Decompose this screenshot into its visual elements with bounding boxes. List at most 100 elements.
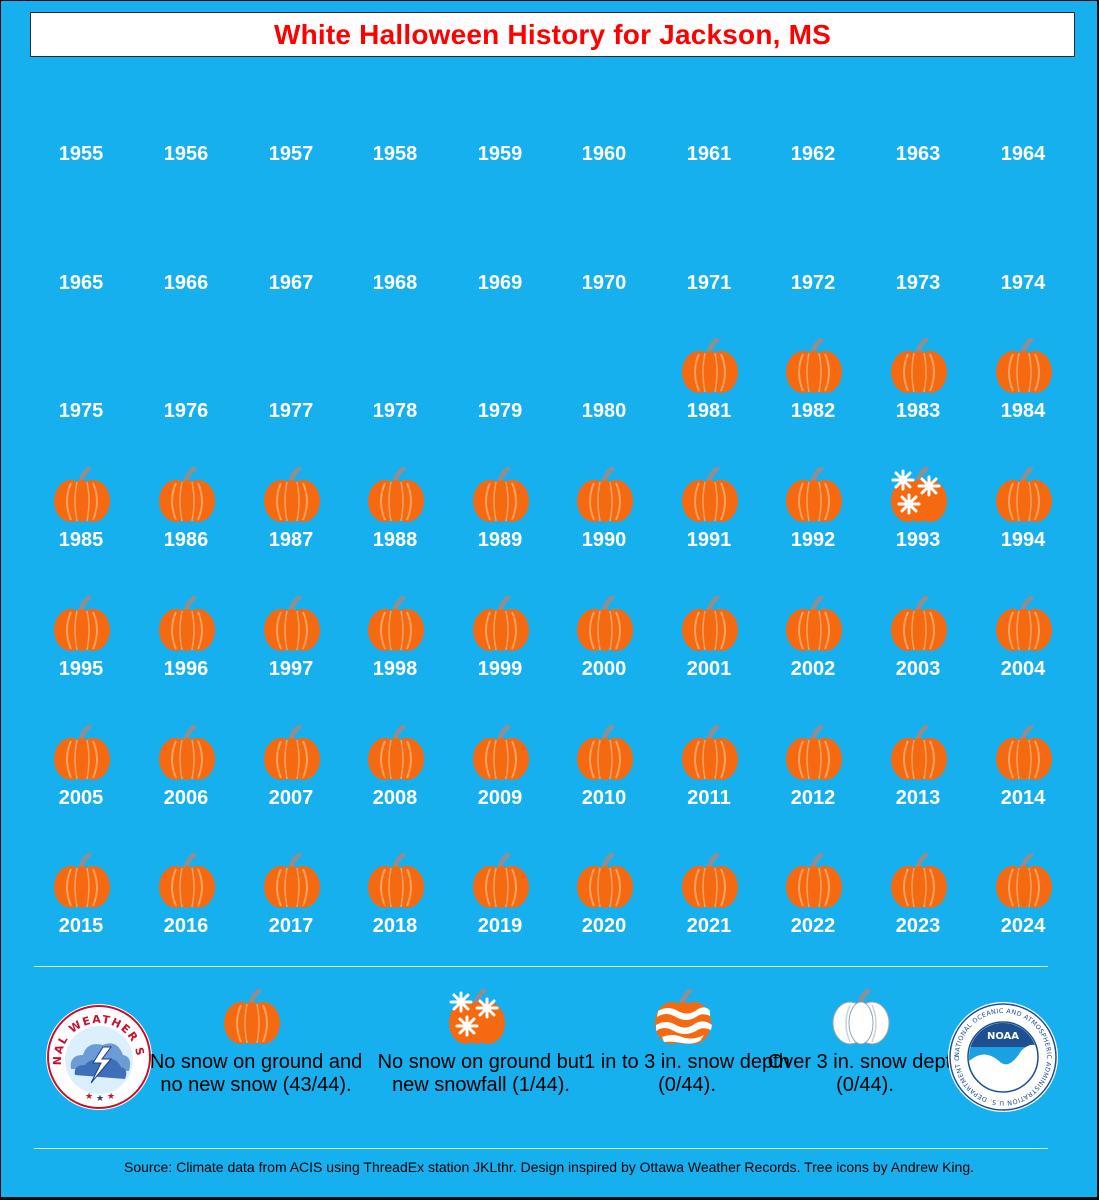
- year-cell-2017: 2017: [246, 852, 336, 973]
- year-cell-2010: 2010: [559, 724, 649, 845]
- year-cell-1972: 1972: [768, 210, 858, 330]
- svg-text:★: ★: [107, 1091, 115, 1101]
- pumpkin-icon: [679, 724, 741, 781]
- year-label: 1959: [477, 143, 523, 165]
- pumpkin-icon: [156, 595, 218, 652]
- year-label: 2012: [790, 787, 836, 809]
- year-label: 1965: [58, 272, 104, 294]
- year-cell-1997: 1997: [246, 595, 336, 716]
- year-label: 2011: [687, 787, 731, 809]
- year-cell-1990: 1990: [559, 466, 649, 587]
- year-cell-1979: 1979: [455, 338, 545, 458]
- pumpkin-icon: [470, 595, 532, 652]
- pumpkin-icon: [783, 595, 845, 652]
- year-cell-1961: 1961: [664, 81, 754, 201]
- pumpkin-icon: [365, 724, 427, 781]
- year-cell-1985: 1985: [36, 466, 126, 587]
- year-label: 1995: [58, 658, 104, 680]
- year-cell-1966: 1966: [141, 210, 231, 330]
- year-label: 1989: [477, 529, 523, 551]
- year-cell-1976: 1976: [141, 338, 231, 458]
- year-label: 1991: [686, 529, 732, 551]
- pumpkin-icon: [261, 852, 323, 909]
- year-cell-1987: 1987: [246, 466, 336, 587]
- year-label: 2008: [372, 787, 418, 809]
- year-cell-2018: 2018: [350, 852, 440, 973]
- year-cell-1958: 1958: [350, 81, 440, 201]
- year-cell-2009: 2009: [455, 724, 545, 845]
- year-label: 2023: [895, 915, 941, 937]
- year-label: 2020: [581, 915, 627, 937]
- year-label: 1979: [477, 400, 523, 422]
- pumpkin-icon: [888, 852, 950, 909]
- pumpkin-icon: [574, 724, 636, 781]
- year-cell-1970: 1970: [559, 210, 649, 330]
- year-cell-1964: 1964: [978, 81, 1068, 201]
- year-label: 1988: [372, 529, 418, 551]
- national-weather-service-logo: NATIONAL WEATHER SERVICE ★ ★ ★: [40, 993, 152, 1110]
- pumpkin-icon: [993, 852, 1055, 909]
- year-cell-1988: 1988: [350, 466, 440, 587]
- year-cell-2007: 2007: [246, 724, 336, 845]
- pumpkin-icon: [783, 852, 845, 909]
- year-cell-2021: 2021: [664, 852, 754, 973]
- year-cell-1963: 1963: [873, 81, 963, 201]
- pumpkin-icon: [156, 466, 218, 523]
- year-cell-1993: 1993: [873, 466, 963, 587]
- year-label: 1957: [268, 143, 314, 165]
- year-label: 1955: [58, 143, 104, 165]
- year-label: 2014: [1000, 787, 1046, 809]
- year-cell-1991: 1991: [664, 466, 754, 587]
- year-label: 1999: [477, 658, 523, 680]
- year-cell-1980: 1980: [559, 338, 649, 458]
- title-box: White Halloween History for Jackson, MS: [30, 12, 1075, 57]
- year-label: 1997: [268, 658, 314, 680]
- pumpkin-snowflakes-icon: [446, 988, 508, 1045]
- year-label: 2018: [372, 915, 418, 937]
- pumpkin-icon: [51, 595, 113, 652]
- year-label: 1993: [895, 529, 941, 551]
- year-cell-2023: 2023: [873, 852, 963, 973]
- year-cell-1978: 1978: [350, 338, 440, 458]
- year-cell-1981: 1981: [664, 337, 754, 458]
- year-label: 1974: [1000, 272, 1046, 294]
- year-cell-2020: 2020: [559, 852, 649, 973]
- year-cell-1959: 1959: [455, 81, 545, 201]
- year-label: 1985: [58, 529, 104, 551]
- svg-text:★: ★: [85, 1091, 93, 1101]
- year-label: 2015: [58, 915, 104, 937]
- year-label: 2003: [895, 658, 941, 680]
- year-label: 2013: [895, 787, 941, 809]
- year-cell-1986: 1986: [141, 466, 231, 587]
- pumpkin-icon: [470, 724, 532, 781]
- year-cell-1989: 1989: [455, 466, 545, 587]
- chart-title: White Halloween History for Jackson, MS: [273, 18, 832, 50]
- year-cell-1998: 1998: [350, 595, 440, 716]
- pumpkin-icon: [993, 466, 1055, 523]
- year-label: 2001: [686, 658, 732, 680]
- year-cell-1982: 1982: [768, 337, 858, 458]
- year-cell-2000: 2000: [559, 595, 649, 716]
- year-label: 1962: [790, 143, 836, 165]
- pumpkin-icon: [574, 466, 636, 523]
- year-label: 2021: [686, 915, 732, 937]
- bottom-divider: [34, 1148, 1048, 1149]
- year-label: 1960: [581, 143, 627, 165]
- year-cell-2016: 2016: [141, 852, 231, 973]
- year-cell-1957: 1957: [246, 81, 336, 201]
- year-cell-2008: 2008: [350, 724, 440, 845]
- year-label: 1986: [163, 529, 209, 551]
- year-label: 1977: [268, 400, 314, 422]
- pumpkin-icon: [51, 852, 113, 909]
- pumpkin-partial-snow-icon: [652, 988, 714, 1045]
- year-label: 1996: [163, 658, 209, 680]
- pumpkin-icon: [574, 595, 636, 652]
- year-label: 1973: [895, 272, 941, 294]
- year-cell-2003: 2003: [873, 595, 963, 716]
- pumpkin-icon: [888, 337, 950, 394]
- year-label: 2017: [268, 915, 314, 937]
- year-label: 2019: [477, 915, 523, 937]
- pumpkin-icon: [365, 466, 427, 523]
- svg-text:★: ★: [96, 1093, 104, 1103]
